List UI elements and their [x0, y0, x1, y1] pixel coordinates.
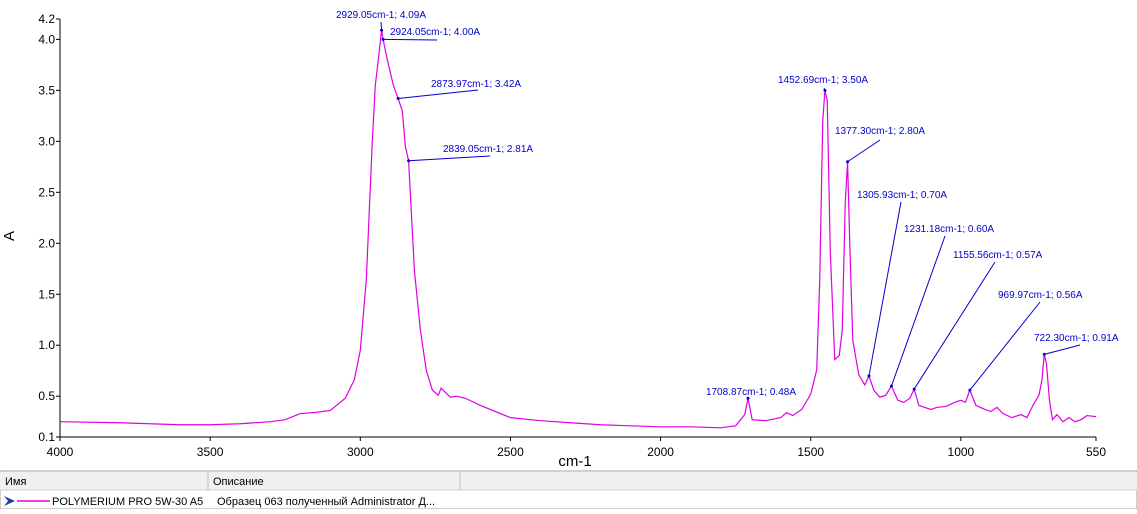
y-tick-label: 4.2	[38, 12, 55, 26]
annotation-leader	[913, 261, 996, 390]
annotation-label: 1377.30cm-1; 2.80A	[835, 126, 925, 137]
x-tick-label: 3000	[347, 445, 374, 459]
annotation-point	[889, 384, 893, 388]
y-tick-label: 4.0	[38, 32, 55, 46]
legend-table: Имя Описание POLYMERIUM PRO 5W-30 A5 Обр…	[0, 470, 1137, 510]
annotation-point	[746, 396, 750, 400]
y-axis-title: A	[1, 231, 18, 241]
x-tick-label: 3500	[197, 445, 224, 459]
y-tick-label: 1.5	[38, 287, 55, 301]
annotation-label: 1708.87cm-1; 0.48A	[706, 387, 796, 398]
column-header: Имя	[5, 476, 26, 488]
annotation-label: 1452.69cm-1; 3.50A	[778, 75, 868, 86]
annotation-leader	[383, 38, 438, 41]
annotation-point	[968, 388, 972, 392]
annotation-leader	[969, 301, 1041, 391]
annotation-label: 2873.97cm-1; 3.42A	[431, 79, 521, 90]
annotation-label: 722.30cm-1; 0.91A	[1034, 333, 1119, 344]
annotation-label: 2929.05cm-1; 4.09A	[336, 10, 426, 21]
y-tick-label: 3.5	[38, 83, 55, 97]
x-tick-label: 4000	[47, 445, 74, 459]
y-tick-label: 3.0	[38, 134, 55, 148]
annotation-label: 1231.18cm-1; 0.60A	[904, 224, 994, 235]
annotation-point	[381, 37, 385, 41]
y-tick-label: 0.5	[38, 389, 55, 403]
y-tick-label: 2.5	[38, 185, 55, 199]
x-tick-label: 2000	[647, 445, 674, 459]
annotation-point	[380, 28, 384, 32]
annotation-point	[407, 159, 411, 163]
annotation-label: 2924.05cm-1; 4.00A	[390, 27, 480, 38]
spectrum-line	[59, 30, 1097, 429]
annotation-label: 969.97cm-1; 0.56A	[998, 290, 1083, 301]
annotation-label: 2839.05cm-1; 2.81A	[443, 144, 533, 155]
annotation-point	[846, 160, 850, 164]
annotation-label: 1155.56cm-1; 0.57A	[953, 250, 1043, 261]
x-tick-label: 2500	[497, 445, 524, 459]
annotation-leader	[847, 139, 881, 163]
annotation-leader	[1044, 344, 1081, 355]
x-axis-title: cm-1	[558, 453, 591, 470]
annotation-point	[912, 387, 916, 391]
x-tick-label: 550	[1086, 445, 1106, 459]
annotation-point	[867, 374, 871, 378]
annotation-leader	[890, 235, 946, 387]
x-tick-label: 1000	[948, 445, 975, 459]
annotation-leader	[408, 155, 491, 162]
column-header: Описание	[213, 476, 264, 488]
table-header	[0, 472, 1137, 490]
legend-entry: POLYMERIUM PRO 5W-30 A5	[52, 496, 203, 508]
x-tick-label: 1500	[797, 445, 824, 459]
y-tick-label: 0.1	[38, 430, 55, 444]
annotation-leader	[868, 201, 902, 376]
y-tick-label: 1.0	[38, 338, 55, 352]
y-tick-label: 2.0	[38, 236, 55, 250]
annotation-leader	[398, 89, 479, 100]
annotation-label: 1305.93cm-1; 0.70A	[857, 190, 947, 201]
plot-background	[0, 0, 1137, 469]
description-cell: Образец 063 полученный Administrator Д..…	[217, 496, 435, 508]
annotation-point	[823, 88, 827, 92]
row-arrow-icon	[4, 496, 15, 506]
annotation-point	[396, 97, 400, 101]
annotation-point	[1042, 352, 1046, 356]
